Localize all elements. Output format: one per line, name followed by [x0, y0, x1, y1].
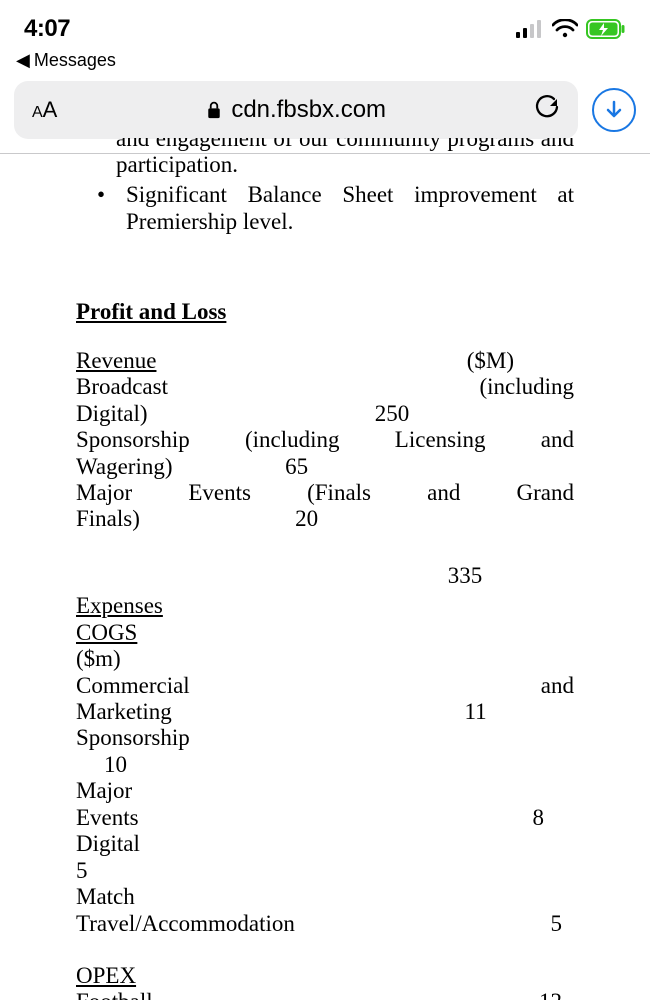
- download-icon: [603, 99, 625, 121]
- document-content: placeholder and engagement of our commun…: [0, 152, 650, 1000]
- doc-line: Sponsorship (including Licensing and: [76, 427, 574, 453]
- doc-line: 5: [76, 858, 574, 884]
- reload-icon: [534, 94, 560, 120]
- doc-line: Major Events (Finals and Grand: [76, 480, 574, 506]
- cogs-unit: ($m): [76, 646, 574, 672]
- doc-line: Wagering) 65: [76, 454, 574, 480]
- status-icons: [516, 19, 626, 39]
- doc-line: 10: [76, 752, 574, 778]
- doc-line: Digital) 250: [76, 401, 574, 427]
- revenue-header: Revenue ($M): [76, 348, 574, 374]
- bullet-item: • Significant Balance Sheet improvement …: [90, 182, 574, 235]
- doc-line: participation.: [116, 152, 574, 178]
- wifi-icon: [552, 19, 578, 39]
- doc-line: Digital: [76, 831, 574, 857]
- doc-line: Finals) 20: [76, 506, 574, 532]
- back-label: Messages: [34, 50, 116, 71]
- download-button[interactable]: [592, 88, 636, 132]
- expenses-heading: Expenses: [76, 593, 574, 619]
- url-text: cdn.fbsbx.com: [231, 96, 386, 124]
- opex-heading: OPEX: [76, 963, 574, 989]
- doc-line: Match: [76, 884, 574, 910]
- cellular-icon: [516, 20, 544, 38]
- status-time: 4:07: [24, 15, 70, 43]
- profit-loss-heading: Profit and Loss: [76, 299, 574, 325]
- doc-line: placeholder and engagement of our commun…: [116, 152, 574, 178]
- url-display[interactable]: cdn.fbsbx.com: [67, 96, 524, 124]
- doc-line: Football 12: [76, 989, 574, 1000]
- battery-icon: [586, 19, 626, 39]
- lock-icon: [205, 101, 223, 119]
- revenue-total: 335: [76, 563, 574, 589]
- back-to-messages[interactable]: ◀ Messages: [0, 50, 650, 81]
- doc-line: Commercial and: [76, 673, 574, 699]
- doc-line: Marketing 11: [76, 699, 574, 725]
- back-chevron-icon: ◀: [16, 50, 30, 71]
- doc-line: Major: [76, 778, 574, 804]
- cogs-heading: COGS: [76, 620, 574, 646]
- doc-line: Events 8: [76, 805, 574, 831]
- address-bar[interactable]: AA cdn.fbsbx.com: [14, 81, 578, 139]
- doc-line: Premiership level.: [126, 209, 574, 235]
- doc-line: Travel/Accommodation 5: [76, 911, 574, 937]
- doc-line: Sponsorship: [76, 725, 574, 751]
- doc-line: Broadcast (including: [76, 374, 574, 400]
- bullet-icon: •: [90, 182, 112, 235]
- status-bar: 4:07: [0, 0, 650, 50]
- reload-button[interactable]: [534, 94, 560, 127]
- text-size-button[interactable]: AA: [32, 97, 57, 123]
